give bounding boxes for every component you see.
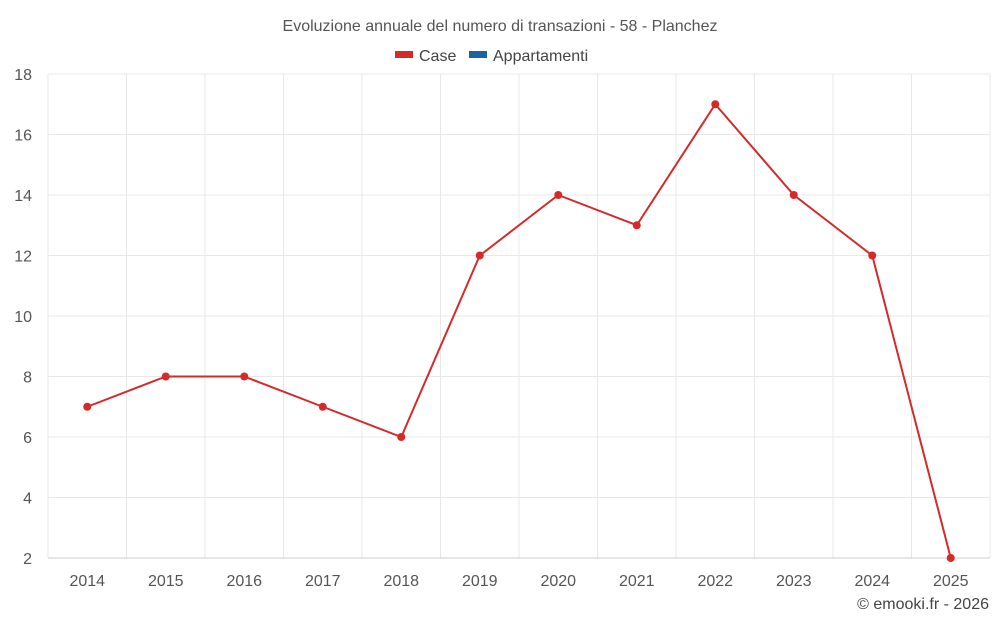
x-tick-label: 2015	[148, 573, 184, 590]
x-tick-label: 2016	[226, 573, 262, 590]
y-tick-label: 8	[23, 370, 32, 387]
data-point[interactable]	[554, 191, 563, 199]
axes: 2 4 6 8 10 12 14 16 18 2014 2015 2016 2017 2018 2019 20…	[14, 67, 990, 590]
data-point[interactable]	[475, 251, 484, 260]
data-point[interactable]	[711, 100, 720, 109]
y-tick-label: 18	[14, 67, 32, 84]
y-tick-label: 16	[14, 128, 32, 145]
x-tick-label: 2017	[305, 573, 341, 590]
data-point[interactable]	[868, 251, 877, 260]
legend: Case Appartamenti	[395, 48, 588, 65]
data-point[interactable]	[83, 402, 92, 411]
data-point[interactable]	[789, 191, 798, 199]
legend-label-case: Case	[419, 48, 456, 65]
y-tick-label: 4	[23, 491, 32, 508]
legend-item-appartamenti[interactable]: Appartamenti	[469, 48, 588, 65]
x-tick-label: 2019	[462, 573, 498, 590]
data-point[interactable]	[632, 221, 641, 230]
legend-item-case[interactable]: Case	[395, 48, 456, 65]
series-line-0	[86, 103, 952, 559]
series-case	[83, 100, 955, 562]
y-tick-label: 12	[14, 249, 32, 266]
y-tick-label: 10	[14, 309, 32, 326]
x-tick-label: 2020	[540, 573, 576, 590]
chart-title: Evoluzione annuale del numero di transaz…	[283, 18, 718, 35]
x-tick-label: 2022	[697, 573, 733, 590]
legend-swatch-case	[395, 51, 413, 58]
x-tick-label: 2021	[619, 573, 655, 590]
y-tick-label: 6	[23, 430, 32, 447]
data-point[interactable]	[946, 554, 955, 562]
data-point[interactable]	[240, 372, 249, 381]
legend-swatch-appartamenti	[469, 51, 487, 58]
data-point[interactable]	[318, 402, 327, 411]
y-tick-label: 2	[23, 551, 32, 568]
data-point[interactable]	[397, 433, 406, 441]
y-tick-label: 14	[14, 188, 32, 205]
x-tick-label: 2024	[854, 573, 890, 590]
data-point[interactable]	[161, 372, 170, 381]
credit-text: © emooki.fr - 2026	[857, 596, 989, 613]
legend-label-appartamenti: Appartamenti	[493, 48, 588, 65]
x-tick-label: 2023	[776, 573, 812, 590]
x-tick-label: 2025	[933, 573, 969, 590]
x-tick-label: 2018	[383, 573, 419, 590]
x-tick-label: 2014	[69, 573, 105, 590]
grid	[47, 73, 991, 558]
